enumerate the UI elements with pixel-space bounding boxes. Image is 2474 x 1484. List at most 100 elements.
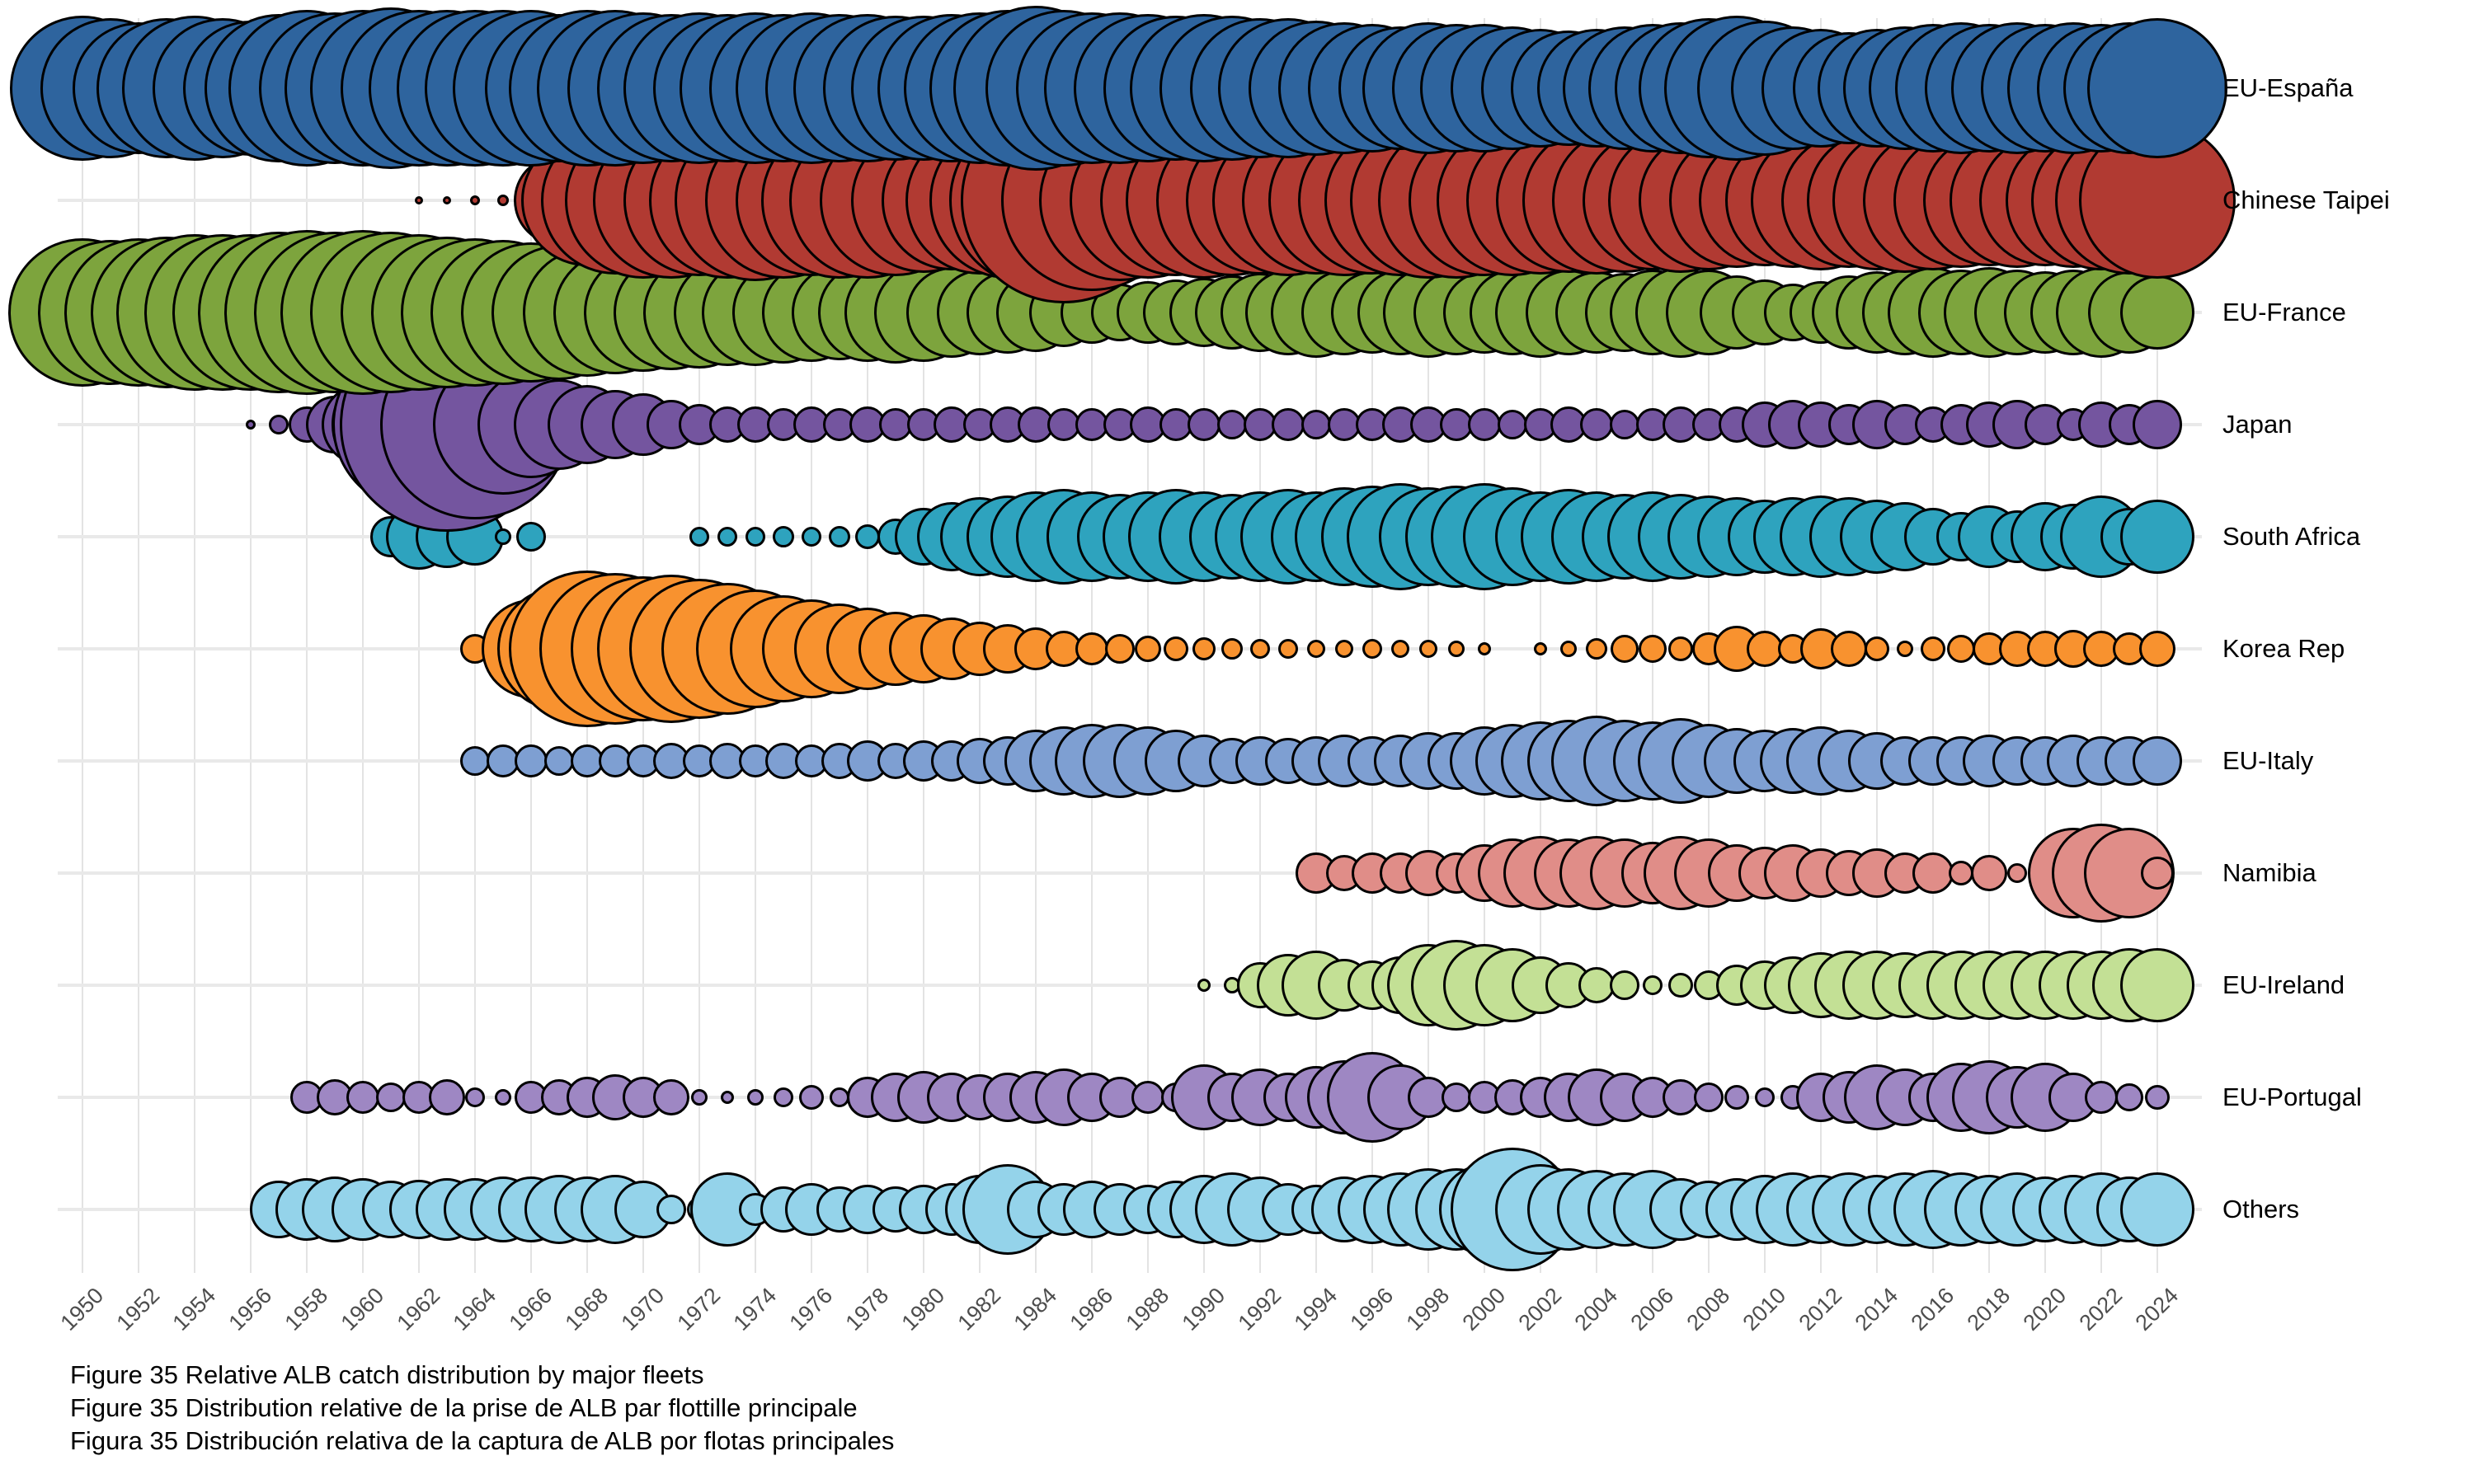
fleet-label: EU-France bbox=[2222, 298, 2346, 326]
catch-bubble bbox=[1580, 408, 1613, 441]
catch-bubble bbox=[1362, 639, 1382, 659]
x-tick-label: 1994 bbox=[1289, 1283, 1343, 1336]
fleet-label: EU-Ireland bbox=[2222, 970, 2345, 999]
catch-bubble bbox=[1307, 640, 1325, 658]
catch-bubble bbox=[516, 522, 546, 552]
catch-bubble bbox=[1135, 636, 1161, 662]
catch-bubble bbox=[1440, 408, 1473, 441]
x-tick-label: 1968 bbox=[560, 1283, 614, 1336]
catch-bubble bbox=[1197, 979, 1211, 992]
x-tick-label: 2010 bbox=[1738, 1283, 1791, 1336]
catch-bubble bbox=[1498, 410, 1527, 439]
x-tick-label: 2002 bbox=[1513, 1283, 1567, 1336]
x-tick-label: 2014 bbox=[1850, 1283, 1903, 1336]
x-tick-label: 1974 bbox=[728, 1283, 782, 1336]
catch-bubble bbox=[653, 1079, 689, 1115]
x-tick-label: 2006 bbox=[1625, 1283, 1679, 1336]
catch-bubble bbox=[774, 1087, 793, 1107]
caption-es: Figura 35 Distribución relativa de la ca… bbox=[70, 1426, 895, 1455]
x-tick-label: 2008 bbox=[1681, 1283, 1735, 1336]
catch-bubble bbox=[443, 196, 451, 204]
catch-bubble bbox=[376, 1082, 406, 1112]
catch-bubble bbox=[1301, 410, 1331, 439]
x-tick-label: 1980 bbox=[896, 1283, 950, 1336]
catch-bubble bbox=[460, 746, 490, 776]
figure-captions: Figure 35 Relative ALB catch distributio… bbox=[70, 1359, 894, 1458]
x-tick-label: 1960 bbox=[336, 1283, 389, 1336]
catch-bubble bbox=[1694, 1082, 1724, 1112]
catch-bubble bbox=[1897, 641, 1913, 657]
catch-bubble bbox=[1610, 970, 1639, 1000]
catch-bubble bbox=[1164, 636, 1188, 661]
catch-bubble bbox=[1105, 634, 1135, 664]
catch-bubble bbox=[1921, 636, 1945, 661]
catch-bubble bbox=[1419, 640, 1437, 658]
catch-bubble bbox=[1391, 640, 1409, 658]
catch-bubble bbox=[1611, 635, 1639, 663]
catch-bubble bbox=[2120, 948, 2194, 1022]
fleet-label: Japan bbox=[2222, 410, 2293, 439]
catch-bubble bbox=[1831, 631, 1867, 667]
x-tick-label: 1986 bbox=[1065, 1283, 1118, 1336]
x-tick-label: 2012 bbox=[1794, 1283, 1847, 1336]
catch-bubble bbox=[773, 526, 794, 547]
x-tick-label: 2004 bbox=[1569, 1283, 1623, 1336]
catch-bubble bbox=[346, 1081, 379, 1114]
catch-bubble bbox=[691, 1089, 708, 1106]
x-tick-label: 1958 bbox=[280, 1283, 333, 1336]
row-reference-line bbox=[58, 984, 2202, 987]
x-tick-label: 1982 bbox=[952, 1283, 1006, 1336]
caption-en: Figure 35 Relative ALB catch distributio… bbox=[70, 1360, 704, 1389]
catch-bubble bbox=[1075, 408, 1108, 441]
catch-bubble bbox=[2087, 18, 2227, 158]
catch-bubble bbox=[1221, 638, 1243, 660]
x-tick-label: 1996 bbox=[1345, 1283, 1399, 1336]
x-tick-label: 1998 bbox=[1401, 1283, 1455, 1336]
catch-bubble bbox=[717, 527, 737, 547]
catch-bubble bbox=[2054, 630, 2092, 668]
catch-bubble bbox=[1328, 408, 1361, 441]
catch-bubble bbox=[1468, 408, 1501, 441]
x-gridline bbox=[194, 18, 195, 1273]
catch-bubble bbox=[1448, 641, 1465, 657]
catch-bubble bbox=[1800, 628, 1841, 669]
catch-bubble bbox=[1971, 855, 2007, 891]
x-tick-label: 1976 bbox=[784, 1283, 838, 1336]
catch-bubble bbox=[802, 527, 821, 547]
catch-bubble bbox=[747, 1089, 764, 1106]
catch-bubble bbox=[1545, 962, 1592, 1008]
catch-bubble bbox=[2120, 500, 2194, 574]
catch-bubble bbox=[1188, 408, 1221, 441]
fleet-label: Korea Rep bbox=[2222, 634, 2345, 663]
catch-bubble bbox=[515, 744, 548, 777]
catch-bubble bbox=[1217, 410, 1247, 439]
x-gridline bbox=[306, 18, 308, 1273]
catch-bubble bbox=[2085, 1081, 2118, 1114]
catch-bubble bbox=[2120, 1172, 2194, 1247]
fleet-label: South Africa bbox=[2222, 522, 2361, 551]
catch-bubble bbox=[1442, 1082, 1471, 1112]
catch-bubble bbox=[1947, 635, 1975, 663]
catch-bubble bbox=[745, 527, 765, 547]
catch-bubble bbox=[1018, 406, 1054, 443]
x-gridline bbox=[138, 18, 139, 1273]
catch-bubble bbox=[2145, 1085, 2170, 1110]
catch-bubble bbox=[1724, 1085, 1749, 1110]
catch-bubble bbox=[1250, 639, 1270, 659]
caption-fr: Figure 35 Distribution relative de la pr… bbox=[70, 1393, 858, 1422]
catch-bubble bbox=[2120, 275, 2194, 350]
catch-bubble bbox=[415, 196, 423, 204]
fleet-label: EU-Portugal bbox=[2222, 1082, 2362, 1111]
x-tick-label: 1950 bbox=[55, 1283, 109, 1336]
catch-bubble bbox=[1578, 967, 1615, 1003]
catch-bubble bbox=[721, 1091, 734, 1104]
row-reference-line bbox=[58, 871, 2202, 875]
catch-bubble bbox=[1643, 975, 1663, 995]
catch-bubble bbox=[1560, 641, 1577, 657]
catch-bubble bbox=[497, 195, 509, 206]
catch-bubble bbox=[1272, 408, 1305, 441]
catch-bubble bbox=[2115, 1083, 2143, 1111]
catch-bubble bbox=[1192, 637, 1216, 660]
x-tick-label: 1972 bbox=[672, 1283, 726, 1336]
